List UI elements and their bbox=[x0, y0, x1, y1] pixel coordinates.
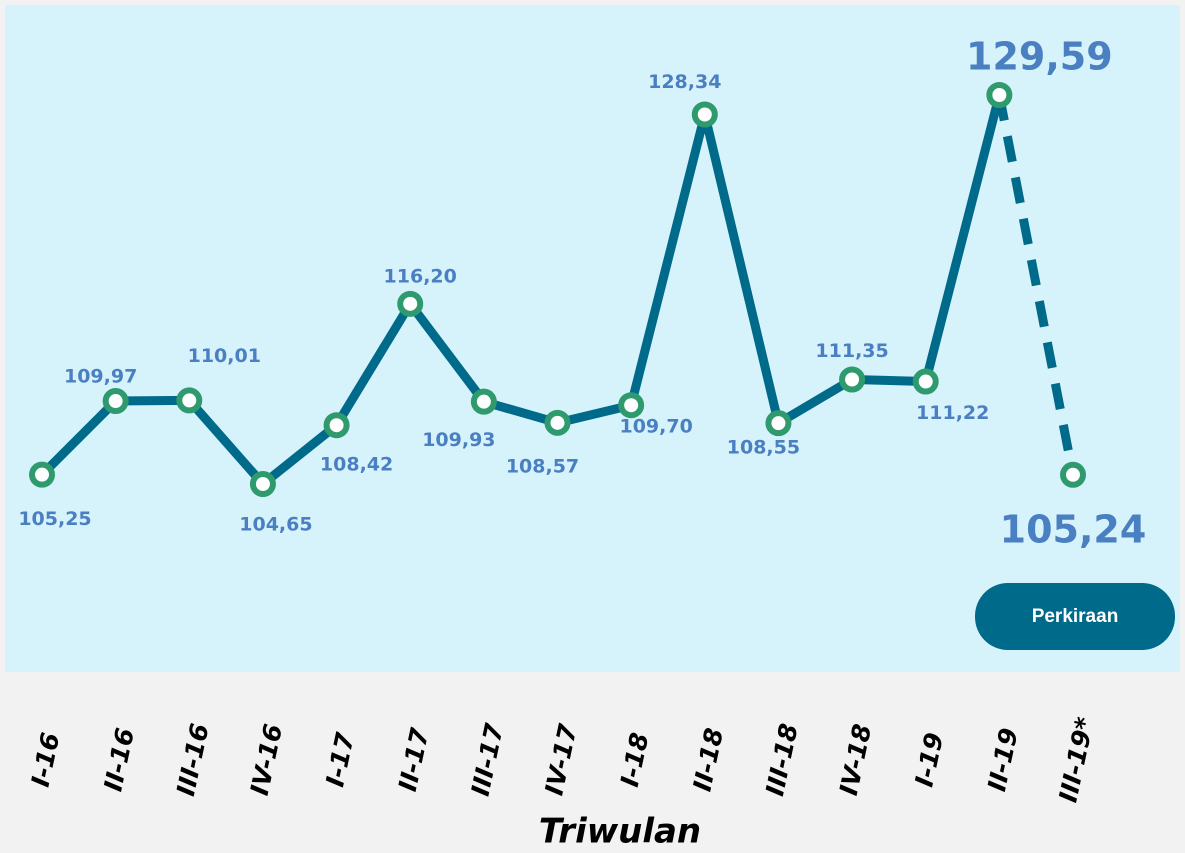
marker bbox=[765, 410, 792, 437]
marker bbox=[29, 461, 55, 488]
x-tick-label: IV-16 bbox=[245, 721, 288, 797]
marker bbox=[176, 387, 203, 414]
line bbox=[38, 93, 1004, 489]
x-tick-label: II-16 bbox=[98, 725, 140, 793]
data-label: 111,22 bbox=[916, 402, 989, 424]
marker bbox=[1060, 461, 1086, 488]
x-axis-label: Triwulan bbox=[539, 812, 701, 852]
data-label: 105,25 bbox=[18, 508, 91, 530]
data-label: 109,97 bbox=[64, 366, 137, 388]
marker bbox=[249, 471, 276, 497]
x-tick-label: II-19 bbox=[982, 725, 1024, 793]
annotation: Perkiraan bbox=[1032, 606, 1119, 627]
data-label: 108,55 bbox=[727, 437, 800, 459]
x-tick-label: III-18 bbox=[760, 721, 804, 799]
x-tick-label: IV-17 bbox=[539, 721, 582, 798]
marker bbox=[102, 388, 129, 415]
marker bbox=[323, 412, 350, 439]
x-tick-label: III-17 bbox=[466, 720, 510, 798]
x-tick-label: III-16 bbox=[171, 721, 215, 799]
plot-area bbox=[5, 5, 1180, 672]
data-label: 109,93 bbox=[422, 429, 495, 451]
x-tick-label: III-19* bbox=[1053, 715, 1099, 805]
forecast-line bbox=[994, 94, 1078, 476]
data-label: 110,01 bbox=[188, 345, 261, 367]
data-label: 108,57 bbox=[506, 455, 579, 477]
data-label: 111,35 bbox=[815, 340, 888, 362]
marker bbox=[470, 388, 497, 415]
marker bbox=[912, 368, 939, 395]
marker bbox=[397, 290, 424, 317]
data-label: 104,65 bbox=[239, 514, 312, 536]
x-tick-label: II-17 bbox=[393, 725, 435, 794]
x-tick-label: II-18 bbox=[688, 725, 730, 793]
data-label: 105,24 bbox=[1000, 507, 1147, 551]
marker bbox=[986, 82, 1013, 108]
data-label: 129,59 bbox=[966, 35, 1113, 79]
data-label: 128,34 bbox=[648, 71, 721, 93]
marker bbox=[544, 409, 571, 436]
data-label: 109,70 bbox=[619, 416, 692, 438]
marker bbox=[839, 366, 866, 393]
x-tick-label: IV-18 bbox=[834, 721, 877, 797]
annotation-badge bbox=[975, 583, 1175, 650]
x-tick-label: I-18 bbox=[615, 730, 655, 789]
marker bbox=[618, 392, 645, 419]
x-tick-label: I-19 bbox=[909, 730, 949, 789]
x-tick-label: I-16 bbox=[26, 730, 66, 789]
marker bbox=[691, 101, 718, 128]
data-label: 116,20 bbox=[384, 265, 457, 287]
data-label: 108,42 bbox=[320, 454, 393, 476]
x-tick-label: I-17 bbox=[320, 729, 360, 789]
